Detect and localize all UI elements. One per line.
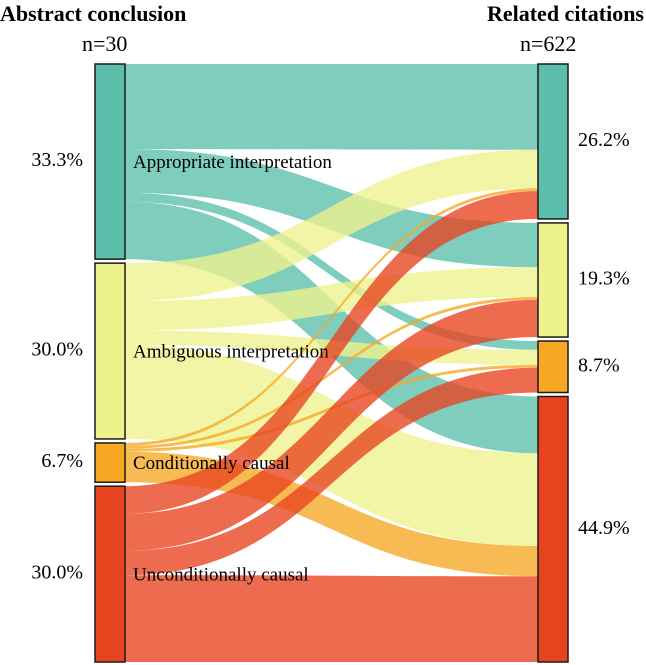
flow-conditionally-causal-to-unconditionally-causal [125, 451, 538, 577]
right-pct-appropriate-interpretation: 26.2% [578, 129, 630, 151]
flow-unconditionally-causal-to-ambiguous-interpretation [125, 299, 538, 551]
right-node-conditionally-causal [537, 340, 569, 394]
category-label-appropriate-interpretation: Appropriate interpretation [133, 152, 332, 173]
category-label-unconditionally-causal: Unconditionally causal [133, 564, 309, 585]
left-node-ambiguous-interpretation [94, 262, 126, 440]
flow-appropriate-interpretation-to-appropriate-interpretation [125, 64, 538, 150]
flow-unconditionally-causal-to-unconditionally-causal [125, 575, 538, 662]
nodes [94, 63, 569, 663]
right-pct-conditionally-causal: 8.7% [578, 354, 620, 376]
flow-ambiguous-interpretation-to-unconditionally-causal [125, 345, 538, 547]
left-pct-ambiguous-interpretation: 30.0% [31, 339, 83, 361]
category-label-ambiguous-interpretation: Ambiguous interpretation [133, 341, 329, 362]
labels: 33.3% Appropriate interpretation 30.0% Ambi… [31, 129, 629, 585]
right-pct-unconditionally-causal: 44.9% [578, 517, 630, 539]
left-pct-appropriate-interpretation: 33.3% [31, 149, 83, 171]
flow-conditionally-causal-to-appropriate-interpretation [125, 188, 538, 446]
right-title: Related citations [487, 1, 644, 26]
left-n: n=30 [82, 31, 127, 56]
flow-appropriate-interpretation-to-conditionally-causal [125, 192, 538, 350]
flow-unconditionally-causal-to-appropriate-interpretation [125, 191, 538, 514]
right-node-unconditionally-causal [537, 395, 569, 663]
flow-ambiguous-interpretation-to-appropriate-interpretation [125, 149, 538, 302]
flow-links [125, 64, 538, 662]
flow-conditionally-causal-to-ambiguous-interpretation [125, 296, 538, 449]
right-pct-ambiguous-interpretation: 19.3% [578, 268, 630, 290]
left-node-unconditionally-causal [94, 485, 126, 663]
flow-unconditionally-causal-to-conditionally-causal [125, 367, 538, 576]
left-pct-unconditionally-causal: 30.0% [31, 562, 83, 584]
left-title: Abstract conclusion [0, 1, 186, 26]
right-node-ambiguous-interpretation [537, 222, 569, 338]
left-pct-conditionally-causal: 6.7% [41, 450, 83, 472]
flow-ambiguous-interpretation-to-ambiguous-interpretation [125, 267, 538, 331]
right-n: n=622 [520, 31, 576, 56]
category-label-conditionally-causal: Conditionally causal [133, 453, 290, 474]
right-node-appropriate-interpretation [537, 63, 569, 220]
left-node-conditionally-causal [94, 442, 126, 483]
left-node-appropriate-interpretation [94, 63, 126, 260]
